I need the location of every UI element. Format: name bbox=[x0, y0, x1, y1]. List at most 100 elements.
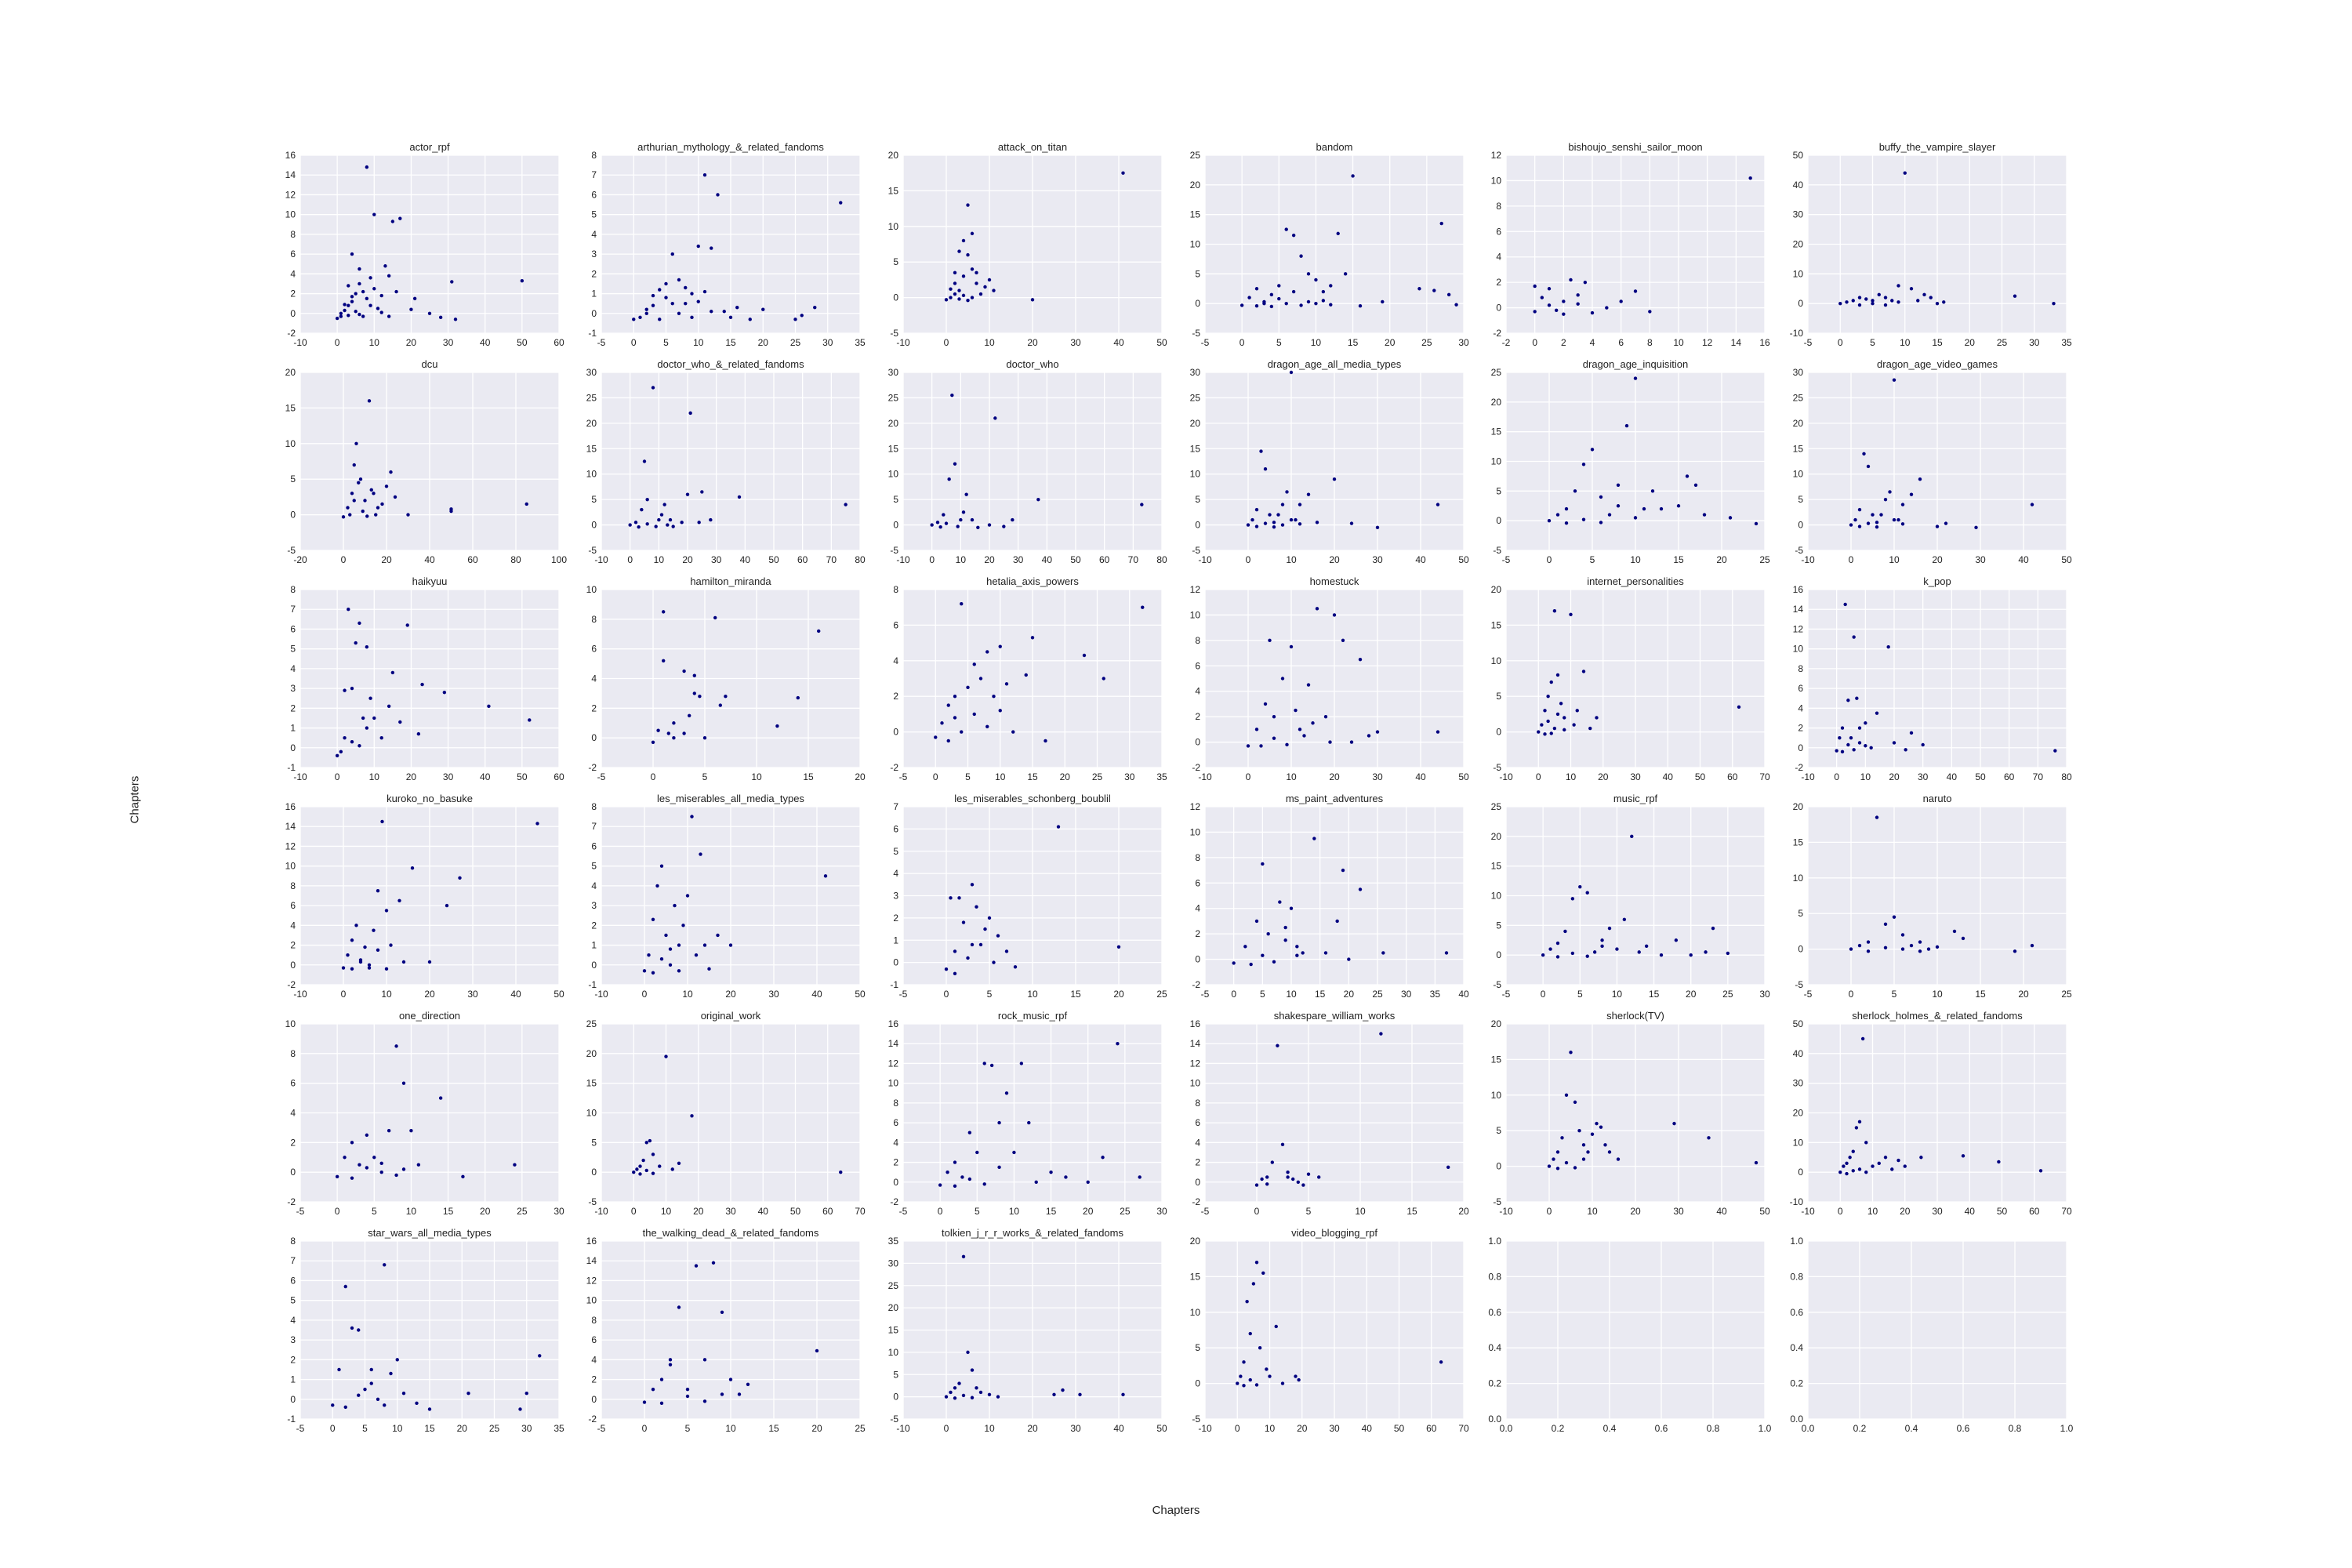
data-point bbox=[379, 1161, 383, 1166]
x-tick-label: 0 bbox=[1849, 554, 1854, 565]
y-tick-label: 0 bbox=[1195, 954, 1200, 965]
x-tick-label: 10 bbox=[1587, 1206, 1598, 1217]
data-point bbox=[1439, 221, 1443, 226]
y-tick-label: 5 bbox=[893, 1369, 898, 1380]
y-tick-label: 30 bbox=[1190, 367, 1201, 378]
data-point bbox=[1562, 299, 1566, 303]
data-point bbox=[1892, 378, 1896, 382]
data-point bbox=[350, 295, 354, 299]
x-tick-label: 40 bbox=[2018, 554, 2029, 565]
y-tick-label: 0 bbox=[1798, 742, 1803, 753]
data-point bbox=[2013, 294, 2017, 298]
data-point bbox=[997, 1165, 1001, 1170]
data-point bbox=[405, 623, 409, 627]
data-point bbox=[976, 525, 980, 530]
data-point bbox=[1864, 744, 1867, 748]
data-point bbox=[1871, 513, 1875, 517]
data-point bbox=[1909, 492, 1914, 496]
x-tick-label: 30 bbox=[1013, 554, 1024, 565]
data-point bbox=[1896, 300, 1900, 304]
data-point bbox=[1446, 292, 1451, 297]
y-tick-label: 5 bbox=[591, 1137, 597, 1148]
data-point bbox=[970, 1396, 975, 1399]
data-point bbox=[961, 238, 966, 243]
data-point bbox=[961, 920, 966, 924]
data-point bbox=[775, 724, 779, 728]
x-tick-label: 80 bbox=[855, 554, 866, 565]
x-tick-label: 60 bbox=[467, 554, 478, 565]
data-point bbox=[1633, 516, 1638, 520]
y-tick-label: 30 bbox=[586, 367, 597, 378]
y-tick-label: 8 bbox=[290, 584, 296, 595]
data-point bbox=[1141, 605, 1145, 609]
data-point bbox=[341, 966, 346, 970]
x-tick-label: -10 bbox=[1198, 771, 1212, 782]
y-tick-label: 0 bbox=[1496, 949, 1501, 960]
y-tick-label: 2 bbox=[290, 1354, 296, 1365]
data-point bbox=[1896, 284, 1900, 288]
data-point bbox=[1590, 1132, 1595, 1136]
y-tick-label: 14 bbox=[1190, 1038, 1201, 1049]
plot-area bbox=[903, 372, 1162, 550]
data-point bbox=[983, 285, 987, 289]
subplot-title: haikyuu bbox=[412, 575, 448, 587]
subplot-21: -5 0 5 10 15 20 25 -1 0 1 2 3 4 5 6 7 les_miserables_sch… bbox=[890, 793, 1167, 1000]
y-tick-label: 10 bbox=[1190, 826, 1201, 837]
x-tick-label: 40 bbox=[1415, 554, 1426, 565]
x-tick-label: 30 bbox=[1156, 1206, 1167, 1217]
data-point bbox=[688, 411, 692, 416]
data-point bbox=[1116, 945, 1121, 949]
y-tick-label: -2 bbox=[287, 1196, 296, 1207]
x-tick-label: 30 bbox=[1673, 1206, 1684, 1217]
x-tick-label: 4 bbox=[1590, 337, 1595, 348]
y-tick-label: 12 bbox=[888, 1058, 899, 1069]
data-point bbox=[1011, 517, 1014, 522]
data-point bbox=[1315, 521, 1319, 524]
y-tick-label: 6 bbox=[290, 1078, 296, 1089]
y-tick-label: 30 bbox=[888, 367, 899, 378]
data-point bbox=[710, 310, 713, 314]
y-tick-label: 0 bbox=[1195, 1177, 1200, 1188]
x-tick-label: 0 bbox=[1838, 337, 1843, 348]
x-tick-label: -5 bbox=[597, 1423, 606, 1434]
y-tick-label: 20 bbox=[1793, 801, 1804, 812]
y-tick-label: 0 bbox=[591, 1394, 597, 1405]
y-tick-label: 7 bbox=[290, 1255, 296, 1266]
data-point bbox=[1254, 524, 1259, 528]
data-point bbox=[946, 739, 950, 743]
y-tick-label: 0.0 bbox=[1790, 1414, 1803, 1425]
data-point bbox=[651, 303, 655, 307]
data-point bbox=[644, 1141, 648, 1145]
data-point bbox=[1232, 961, 1236, 965]
data-point bbox=[964, 492, 968, 496]
data-point bbox=[2030, 943, 2034, 948]
data-point bbox=[633, 521, 638, 524]
data-point bbox=[350, 1141, 354, 1145]
x-tick-label: 0 bbox=[1532, 337, 1537, 348]
x-tick-label: 25 bbox=[790, 337, 801, 348]
subplot-title: arthurian_mythology_&_related_fandoms bbox=[637, 141, 824, 153]
y-tick-label: 6 bbox=[591, 189, 597, 200]
data-point bbox=[761, 307, 765, 311]
subplot-title: sherlock(TV) bbox=[1606, 1010, 1664, 1022]
data-point bbox=[1332, 477, 1337, 481]
data-point bbox=[350, 938, 354, 942]
data-point bbox=[1280, 523, 1285, 527]
x-tick-label: 0.6 bbox=[1957, 1423, 1970, 1434]
data-point bbox=[450, 280, 454, 284]
data-point bbox=[1314, 301, 1318, 306]
y-tick-label: 14 bbox=[888, 1038, 899, 1049]
data-point bbox=[664, 1054, 668, 1058]
x-tick-label: 20 bbox=[1060, 771, 1071, 782]
data-point bbox=[1280, 503, 1285, 506]
x-tick-label: -2 bbox=[1502, 337, 1511, 348]
y-tick-label: 0 bbox=[1195, 520, 1200, 531]
subplot-title: video_blogging_rpf bbox=[1291, 1227, 1377, 1239]
subplot-7: -20 0 20 40 60 80 100 -5 0 5 10 15 20 dcu bbox=[285, 358, 568, 565]
data-point bbox=[839, 1170, 843, 1174]
data-point bbox=[946, 1170, 949, 1174]
x-tick-label: 20 bbox=[1083, 1206, 1094, 1217]
data-point bbox=[1061, 1388, 1065, 1392]
x-tick-label: 0 bbox=[944, 989, 949, 1000]
